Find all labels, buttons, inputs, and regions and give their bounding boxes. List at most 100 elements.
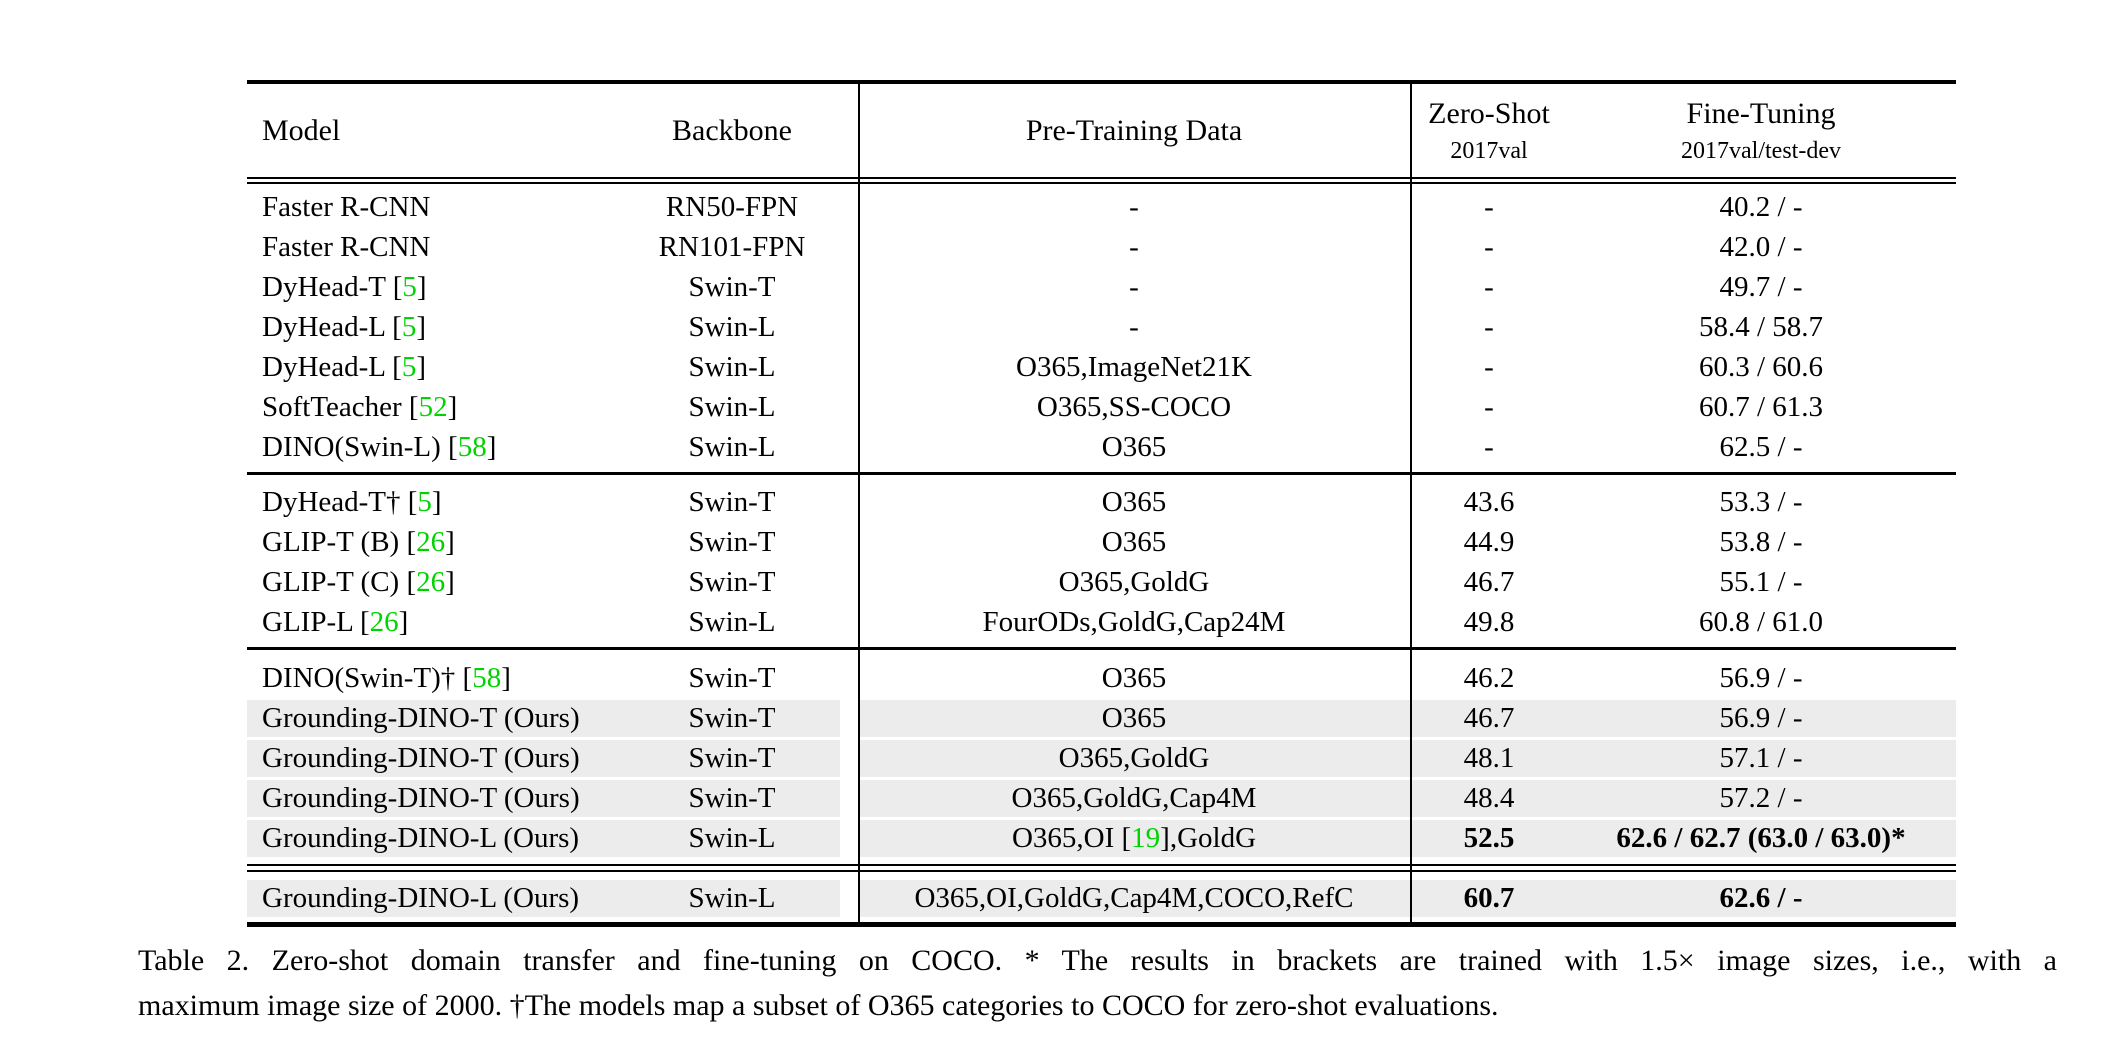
- cell-fine-tuning: 62.6 / -: [1719, 882, 1803, 914]
- cell-zero-shot: 46.7: [1463, 566, 1515, 598]
- cell-backbone: Swin-T: [688, 526, 776, 558]
- cell-model: Grounding-DINO-T (Ours): [262, 742, 580, 774]
- cell-backbone: Swin-T: [688, 742, 776, 774]
- row-highlight-band: [858, 880, 1956, 917]
- cell-model: Faster R-CNN: [262, 231, 431, 263]
- table-row: GLIP-T (B) [26] Swin-T O365 44.9 53.8 / -: [247, 522, 1956, 562]
- cell-zero-shot: 52.5: [1463, 822, 1515, 854]
- cell-backbone: Swin-L: [688, 391, 776, 423]
- cell-pretraining-data: O365: [1101, 526, 1167, 558]
- cell-model: DyHead-L [5]: [262, 311, 427, 343]
- column-header-pretraining-data: Pre-Training Data: [1025, 114, 1243, 147]
- cell-model: SoftTeacher [52]: [262, 391, 458, 423]
- cell-zero-shot: 48.1: [1463, 742, 1515, 774]
- cell-fine-tuning: 60.7 / 61.3: [1698, 391, 1824, 423]
- cell-backbone: Swin-L: [688, 311, 776, 343]
- cell-model: DINO(Swin-L) [58]: [262, 431, 497, 463]
- cell-pretraining-data: O365,GoldG: [1058, 566, 1210, 598]
- results-table: Model Backbone Pre-Training Data Zero-Sh…: [247, 80, 1956, 928]
- table-row: Grounding-DINO-T (Ours) Swin-T O365,GoldG,…: [247, 778, 1956, 818]
- cell-pretraining-data: -: [1129, 311, 1139, 343]
- section-rule-2: [247, 647, 1956, 650]
- cell-fine-tuning: 56.9 / -: [1719, 662, 1803, 694]
- cell-backbone: Swin-T: [688, 782, 776, 814]
- citation-ref: 52: [418, 391, 448, 423]
- row-highlight-band: [858, 740, 1956, 777]
- row-highlight-band: [247, 740, 840, 777]
- cell-pretraining-data: O365,OI,GoldG,Cap4M,COCO,RefC: [914, 882, 1354, 914]
- cell-zero-shot: -: [1484, 191, 1494, 223]
- cell-backbone: Swin-L: [688, 882, 776, 914]
- cell-backbone: Swin-T: [688, 566, 776, 598]
- cell-fine-tuning: 40.2 / -: [1719, 191, 1803, 223]
- citation-ref: 26: [416, 566, 446, 598]
- section-rule-3-upper: [247, 864, 1956, 866]
- cell-backbone: RN50-FPN: [665, 191, 799, 223]
- column-header-zero-shot: Zero-Shot 2017val: [1412, 84, 1566, 177]
- cell-pretraining-data: FourODs,GoldG,Cap24M: [982, 606, 1286, 638]
- cell-fine-tuning: 62.5 / -: [1719, 431, 1803, 463]
- cell-fine-tuning: 55.1 / -: [1719, 566, 1803, 598]
- cell-pretraining-data: O365: [1101, 431, 1167, 463]
- cell-fine-tuning: 57.1 / -: [1719, 742, 1803, 774]
- table-row: DyHead-L [5] Swin-L - - 58.4 / 58.7: [247, 307, 1956, 347]
- cell-zero-shot: 48.4: [1463, 782, 1515, 814]
- cell-backbone: Swin-T: [688, 702, 776, 734]
- cell-pretraining-data: -: [1129, 191, 1139, 223]
- table-row: GLIP-T (C) [26] Swin-T O365,GoldG 46.7 55.1 …: [247, 562, 1956, 602]
- cell-model: Grounding-DINO-T (Ours): [262, 702, 580, 734]
- cell-pretraining-data: O365,ImageNet21K: [1016, 351, 1252, 383]
- table-top-rule: [247, 80, 1956, 84]
- cell-zero-shot: 44.9: [1463, 526, 1515, 558]
- cell-pretraining-data: -: [1129, 271, 1139, 303]
- zero-shot-subtitle: 2017val: [1450, 137, 1528, 164]
- citation-ref: 26: [369, 606, 399, 638]
- table-row: Grounding-DINO-L (Ours) Swin-L O365,OI,Gol…: [247, 878, 1956, 918]
- cell-pretraining-data: O365: [1101, 486, 1167, 518]
- cell-model: Grounding-DINO-L (Ours): [262, 822, 580, 854]
- cell-model: DyHead-L [5]: [262, 351, 427, 383]
- header-rule-lower: [247, 182, 1956, 184]
- row-highlight-band: [247, 700, 840, 737]
- table-row: DyHead-T [5] Swin-T - - 49.7 / -: [247, 267, 1956, 307]
- column-header-model: Model: [262, 114, 341, 147]
- cell-backbone: Swin-T: [688, 486, 776, 518]
- citation-ref: 5: [401, 351, 417, 383]
- cell-model: GLIP-T (C) [26]: [262, 566, 455, 598]
- cell-model: DyHead-T [5]: [262, 271, 427, 303]
- cell-fine-tuning: 60.3 / 60.6: [1698, 351, 1824, 383]
- citation-ref: 26: [416, 526, 446, 558]
- cell-backbone: Swin-L: [688, 606, 776, 638]
- cell-model: GLIP-T (B) [26]: [262, 526, 455, 558]
- table-row: DyHead-T† [5] Swin-T O365 43.6 53.3 / -: [247, 482, 1956, 522]
- cell-zero-shot: -: [1484, 271, 1494, 303]
- zero-shot-title: Zero-Shot: [1428, 96, 1550, 130]
- table-row: Faster R-CNN RN101-FPN - - 42.0 / -: [247, 227, 1956, 267]
- cell-zero-shot: -: [1484, 311, 1494, 343]
- table-bottom-rule: [247, 922, 1956, 927]
- cell-zero-shot: 46.7: [1463, 702, 1515, 734]
- fine-tuning-title: Fine-Tuning: [1686, 96, 1836, 130]
- row-highlight-band: [247, 880, 840, 917]
- cell-fine-tuning: 53.3 / -: [1719, 486, 1803, 518]
- cell-model: Grounding-DINO-L (Ours): [262, 882, 580, 914]
- cell-backbone: Swin-T: [688, 271, 776, 303]
- citation-ref: 19: [1131, 822, 1161, 854]
- caption-line-2: maximum image size of 2000. †The models …: [138, 989, 1499, 1022]
- cell-model: DyHead-T† [5]: [262, 486, 442, 518]
- cell-fine-tuning: 42.0 / -: [1719, 231, 1803, 263]
- citation-ref: 5: [401, 311, 417, 343]
- cell-backbone: Swin-L: [688, 351, 776, 383]
- column-header-fine-tuning: Fine-Tuning 2017val/test-dev: [1566, 84, 1956, 177]
- cell-fine-tuning: 56.9 / -: [1719, 702, 1803, 734]
- cell-zero-shot: 60.7: [1463, 882, 1515, 914]
- cell-fine-tuning: 49.7 / -: [1719, 271, 1803, 303]
- table-row: Grounding-DINO-L (Ours) Swin-L O365,OI [19…: [247, 818, 1956, 858]
- table-row: DyHead-L [5] Swin-L O365,ImageNet21K - 60.3 …: [247, 347, 1956, 387]
- citation-ref: 5: [417, 486, 432, 518]
- table-row: GLIP-L [26] Swin-L FourODs,GoldG,Cap24M 49.…: [247, 602, 1956, 642]
- cell-pretraining-data: O365,GoldG: [1058, 742, 1210, 774]
- caption-line-1: Table 2. Zero-shot domain transfer and f…: [138, 944, 2057, 977]
- table-row: SoftTeacher [52] Swin-L O365,SS-COCO - 60.7 …: [247, 387, 1956, 427]
- header-rule-upper: [247, 177, 1956, 179]
